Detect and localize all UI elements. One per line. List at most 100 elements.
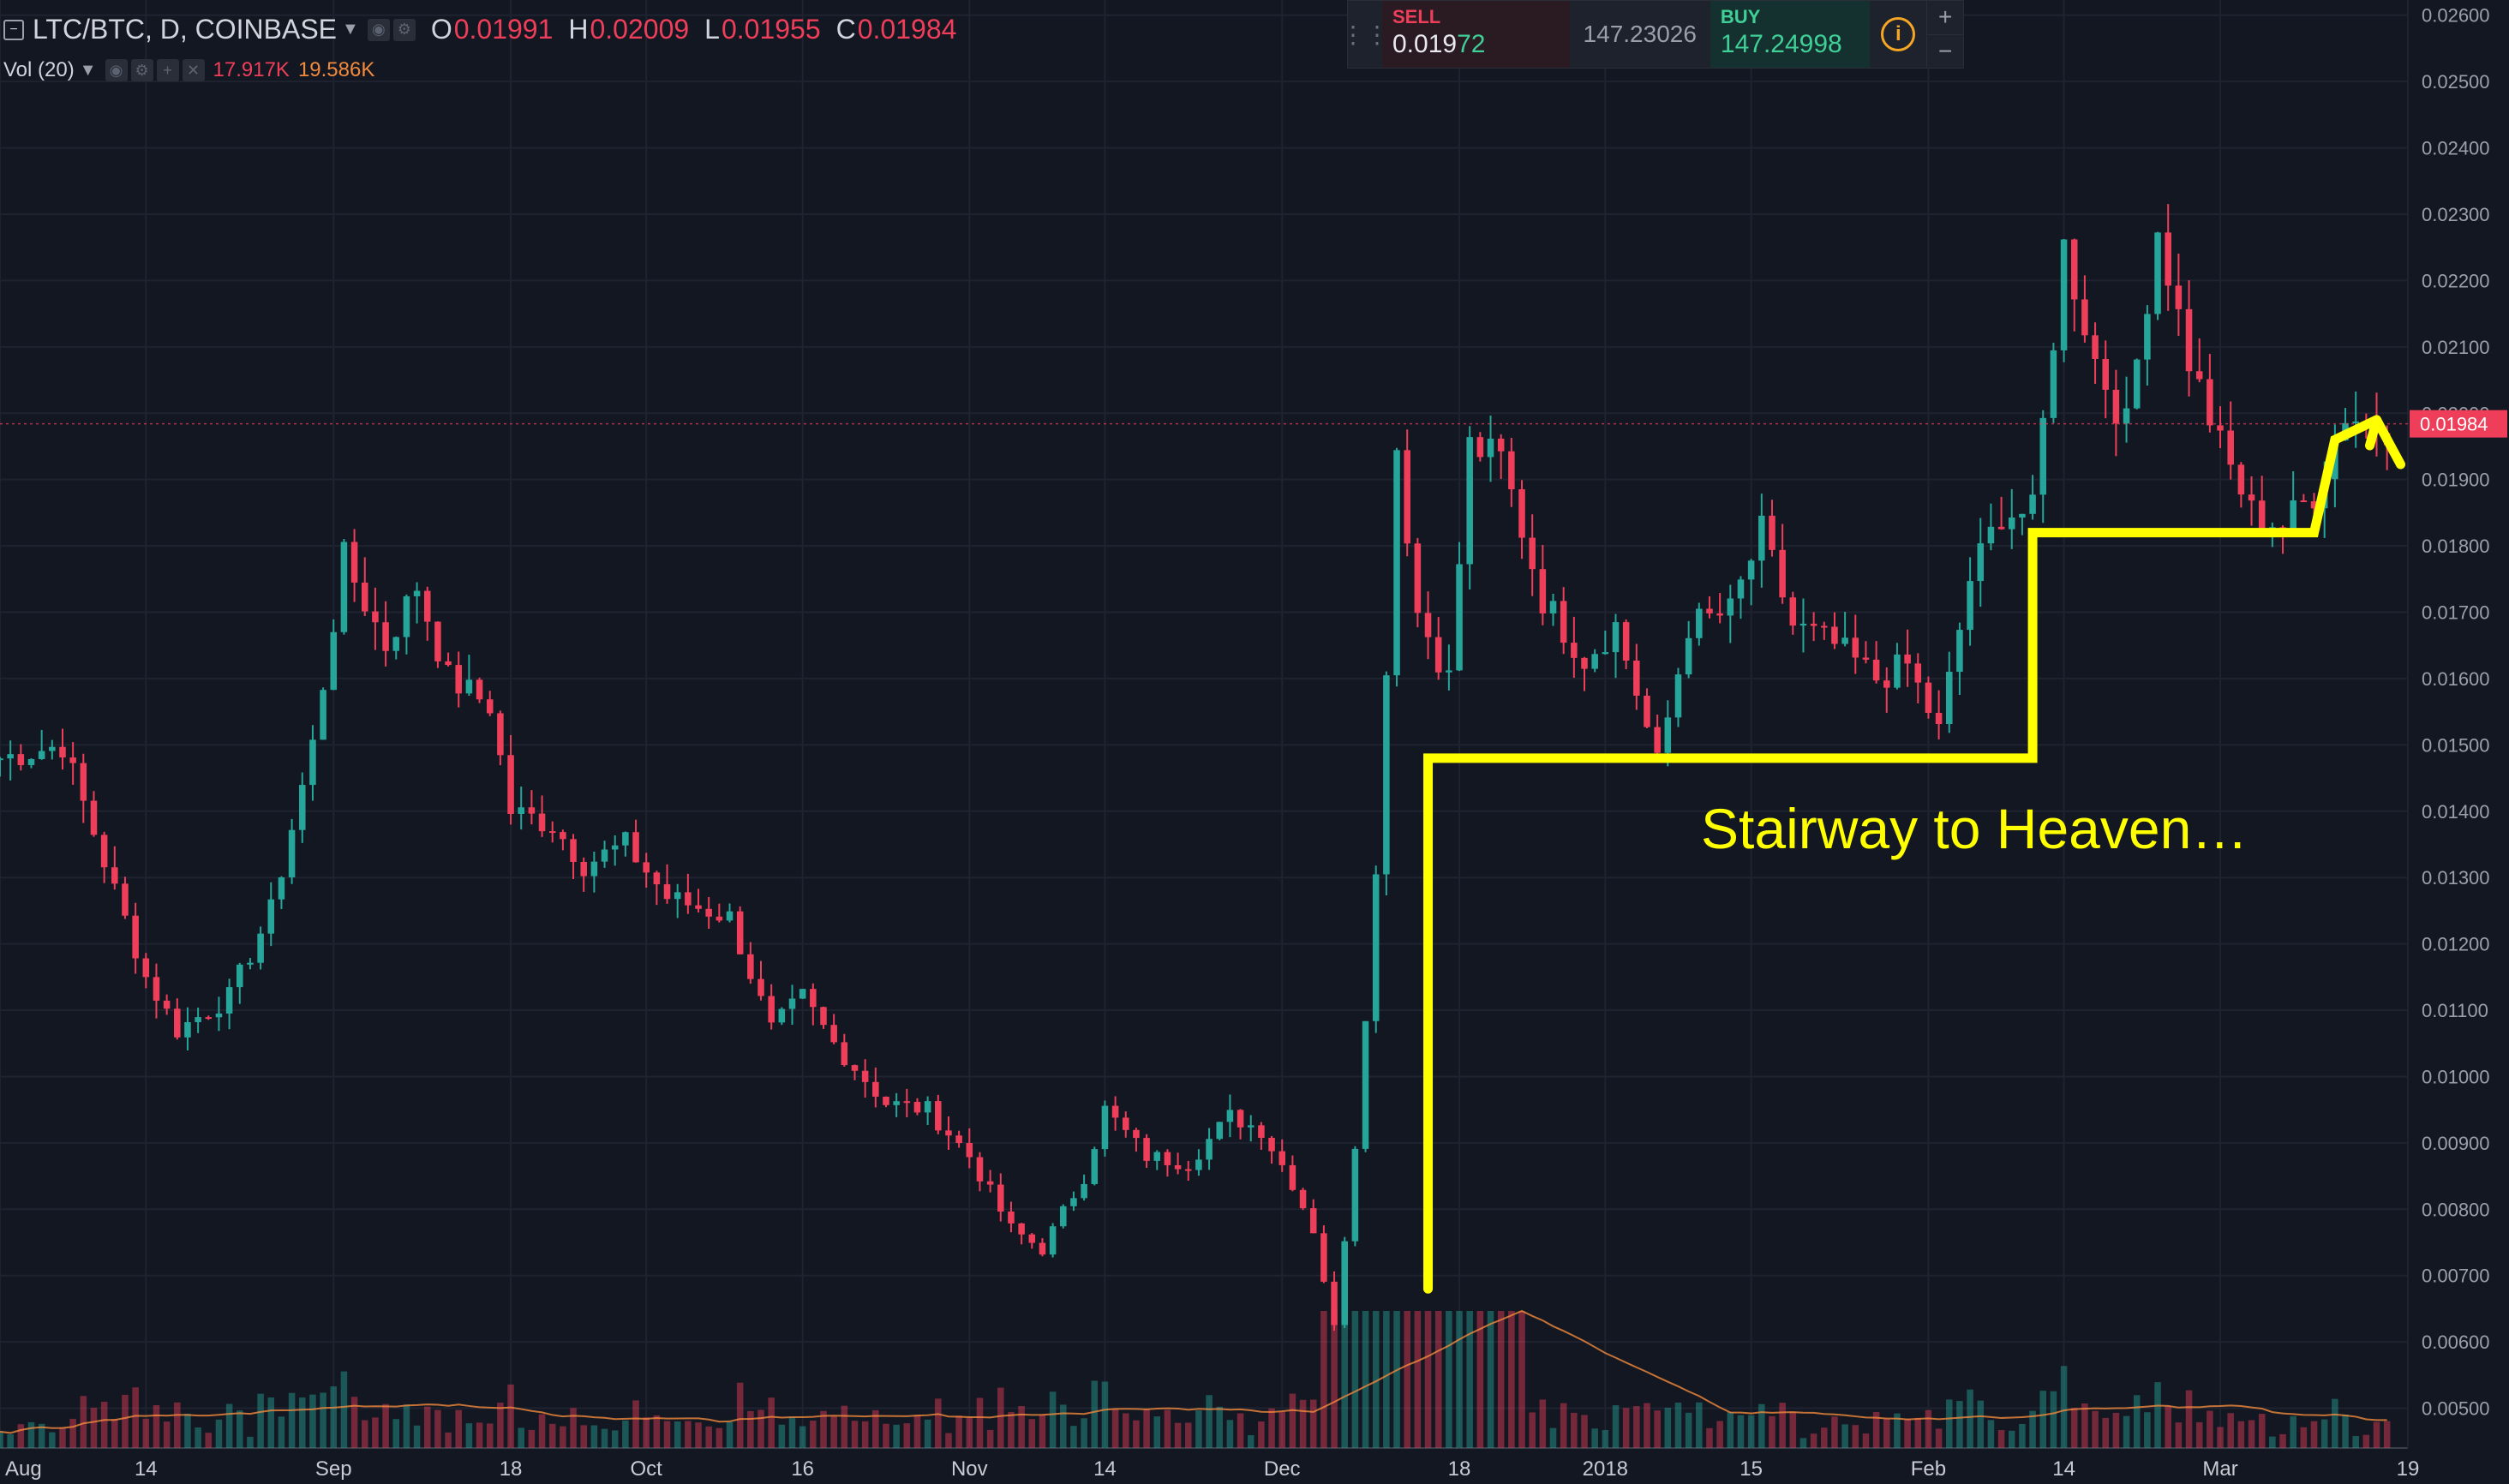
x-tick-label: Feb <box>1911 1457 1946 1481</box>
plus-button[interactable]: + <box>1938 3 1953 31</box>
x-tick-label: Sep <box>315 1457 352 1481</box>
chevron-down-icon[interactable]: ▼ <box>342 20 359 39</box>
volume-bar <box>810 1421 817 1448</box>
volume-bar <box>716 1427 723 1448</box>
eye-icon[interactable]: ◉ <box>367 18 390 41</box>
candle-body <box>1049 1226 1057 1255</box>
volume-bar <box>1164 1409 1171 1448</box>
candle-body <box>1111 1105 1119 1118</box>
candle-body <box>1747 560 1755 580</box>
candle-body <box>2050 350 2057 418</box>
volume-bar <box>2144 1412 2151 1448</box>
legend-icons: ◉ ⚙ <box>367 18 416 41</box>
candle-body <box>1716 613 1723 616</box>
volume-bar <box>1622 1408 1630 1448</box>
volume-bar <box>1852 1425 1859 1448</box>
volume-bar <box>2039 1391 2047 1448</box>
volume-bar <box>445 1432 452 1448</box>
candle-body <box>1633 660 1640 696</box>
volume-bar <box>476 1422 483 1448</box>
candle-body <box>278 877 285 900</box>
candle-body <box>736 911 744 954</box>
volume-bar <box>903 1423 911 1448</box>
volume-bar <box>570 1408 577 1448</box>
candle-body <box>497 713 504 756</box>
volume-bar <box>2207 1410 2213 1448</box>
gear-icon[interactable]: ⚙ <box>392 18 416 41</box>
volume-bar <box>674 1421 681 1448</box>
candle-body <box>1549 601 1557 613</box>
candle-body <box>1309 1208 1317 1234</box>
volume-bar <box>2248 1420 2255 1448</box>
info-button[interactable]: i <box>1870 1 1926 68</box>
candle-body <box>810 989 817 1008</box>
candle-body <box>1935 712 1943 725</box>
volume-bar <box>663 1421 671 1448</box>
candle-body <box>1696 608 1703 638</box>
volume-bar <box>1404 1311 1410 1448</box>
candle-body <box>1508 451 1515 490</box>
candle-body <box>1153 1152 1161 1161</box>
volume-bar <box>267 1397 275 1448</box>
x-tick-label: 15 <box>1740 1457 1763 1481</box>
symbol-title[interactable]: LTC/BTC, D, COINBASE <box>33 14 338 45</box>
price-axis[interactable] <box>2408 0 2509 1484</box>
candle-body <box>1737 579 1745 599</box>
volume-bar <box>1143 1409 1150 1448</box>
buy-button[interactable]: BUY 147.24998 <box>1710 1 1871 68</box>
y-tick-label: 0.02400 <box>2422 138 2490 159</box>
x-tick-label: Aug <box>5 1457 42 1481</box>
volume-legend-icons: ◉ ⚙ + ✕ <box>105 59 205 81</box>
candle-body <box>1810 623 1817 626</box>
x-tick-label: Oct <box>631 1457 663 1481</box>
candle-body <box>1446 670 1452 673</box>
candle-body <box>1539 569 1547 613</box>
volume-bar <box>1133 1420 1140 1448</box>
y-tick-label: 0.02600 <box>2422 5 2490 27</box>
volume-bar <box>330 1386 338 1448</box>
eye-icon[interactable]: ◉ <box>105 59 128 81</box>
candle-body <box>1101 1105 1109 1150</box>
candle-body <box>893 1101 900 1105</box>
candle-body <box>1674 674 1682 718</box>
volume-bar <box>2342 1414 2349 1448</box>
candle-body <box>1894 654 1901 688</box>
candle-body <box>1518 489 1525 538</box>
buy-price: 147.24998 <box>1720 30 1842 58</box>
volume-bar <box>350 1397 358 1448</box>
candle-body <box>2039 417 2047 495</box>
chevron-down-icon[interactable]: ▼ <box>79 60 97 80</box>
volume-bar <box>1497 1311 1505 1448</box>
volume-bar <box>1424 1311 1432 1448</box>
y-tick-label: 0.01500 <box>2422 734 2490 756</box>
gear-icon[interactable]: ⚙ <box>130 59 153 81</box>
candle-body <box>111 867 118 884</box>
collapse-icon[interactable]: − <box>3 19 24 40</box>
candle-body <box>2092 335 2099 359</box>
candle-body <box>1341 1241 1348 1325</box>
add-icon[interactable]: + <box>156 59 179 81</box>
volume-bar <box>1299 1399 1307 1448</box>
drag-handle-icon[interactable]: ⋮⋮ <box>1341 21 1389 48</box>
volume-label[interactable]: Vol (20) <box>3 58 75 81</box>
volume-bar <box>1935 1428 1943 1448</box>
candle-body <box>1685 637 1692 675</box>
candle-body <box>1060 1206 1067 1227</box>
candle-body <box>90 800 98 835</box>
candle-body <box>1904 654 1911 664</box>
close-icon[interactable]: ✕ <box>182 59 205 81</box>
volume-bar <box>1872 1411 1880 1448</box>
volume-bar <box>1799 1438 1807 1448</box>
candle-body <box>2237 464 2245 495</box>
volume-bar <box>247 1436 254 1448</box>
candle-body <box>215 1013 223 1018</box>
volume-bar <box>17 1424 25 1448</box>
volume-bar <box>1278 1411 1286 1448</box>
candle-body <box>69 757 76 763</box>
sell-button[interactable]: SELL 0.01972 <box>1382 1 1570 68</box>
trade-panel: ⋮⋮ SELL 0.01972 147.23026 BUY 147.24998 … <box>1341 0 1964 69</box>
candle-body <box>1591 654 1598 669</box>
minus-button[interactable]: − <box>1927 33 1963 69</box>
volume-bar <box>111 1419 118 1448</box>
